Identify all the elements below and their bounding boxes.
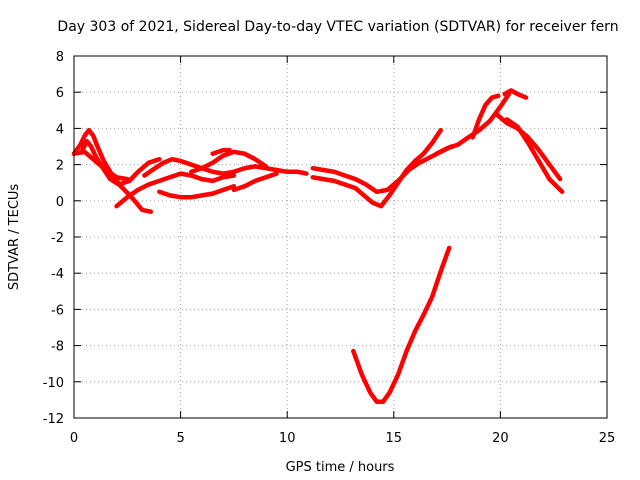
x-tick-label: 10: [279, 431, 296, 446]
ticks-layer: 0 5 10 15 20 25 -12 -10 -8 -6 -4 -2 0 2 4 6 8: [43, 50, 616, 446]
series-line-arc-5: [142, 156, 309, 178]
y-tick-label: -10: [43, 376, 64, 391]
series-line-arc-14: [470, 93, 501, 140]
x-tick-label: 20: [492, 431, 509, 446]
x-tick-label: 0: [70, 431, 78, 446]
y-tick-label: -4: [51, 267, 64, 282]
series-line-arc-4: [114, 171, 237, 209]
series-line-arc-7: [189, 149, 269, 175]
series-line-arc-11: [310, 127, 443, 209]
series-line-arc-1: [71, 127, 154, 214]
x-tick-label: 5: [176, 431, 184, 446]
y-tick-label: 4: [56, 122, 64, 137]
y-tick-label: 8: [56, 50, 64, 65]
y-tick-label: -6: [51, 303, 64, 318]
series-line-arc-6: [157, 184, 237, 200]
y-axis-label: SDTVAR / TECUs: [7, 184, 22, 291]
y-tick-label: -2: [51, 231, 64, 246]
series-line-arc-10: [310, 144, 454, 195]
series-line-arc-17: [504, 117, 565, 195]
series-line-arc-16: [493, 111, 563, 182]
series-line-arc-15: [502, 88, 529, 100]
series-line-arc-8: [231, 171, 279, 193]
y-tick-label: -8: [51, 340, 64, 355]
y-tick-label: 0: [56, 195, 64, 210]
series-layer: [71, 88, 565, 404]
chart-title: Day 303 of 2021, Sidereal Day-to-day VTE…: [57, 19, 618, 35]
y-tick-label: 2: [56, 159, 64, 174]
y-tick-label: -12: [43, 412, 64, 427]
series-line-arc-2: [80, 138, 162, 187]
series-line-arc-12: [351, 245, 452, 404]
x-tick-label: 25: [599, 431, 616, 446]
x-tick-label: 15: [386, 431, 403, 446]
y-tick-label: 6: [56, 86, 64, 101]
series-line-arc-3: [71, 149, 130, 182]
x-axis-label: GPS time / hours: [286, 460, 395, 475]
series-line-arc-9: [210, 147, 232, 156]
